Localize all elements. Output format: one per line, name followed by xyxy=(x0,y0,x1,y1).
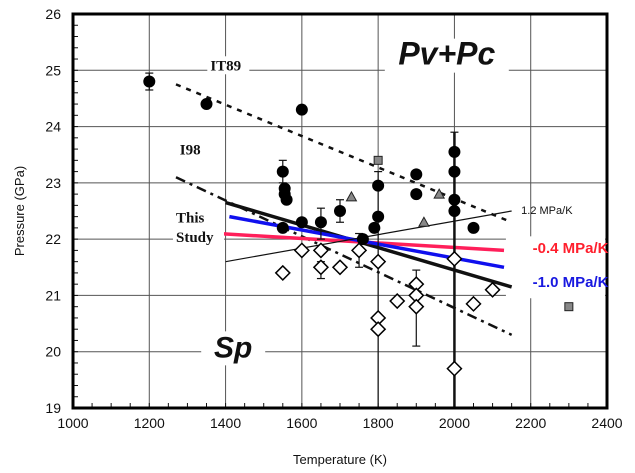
circle-point xyxy=(356,233,369,246)
annotation-label: Study xyxy=(176,230,214,246)
square-point xyxy=(564,302,574,312)
circle-point xyxy=(295,103,308,116)
legend-backdrop xyxy=(505,236,605,299)
x-tick-label: 1600 xyxy=(286,415,317,431)
circle-point xyxy=(314,216,327,229)
circle-point xyxy=(334,205,346,217)
y-tick-label: 24 xyxy=(45,119,61,135)
data-markers xyxy=(143,75,574,377)
diamond-point xyxy=(312,242,329,259)
region-label-backdrop xyxy=(384,38,509,73)
x-tick-label: 2000 xyxy=(439,415,470,431)
diamond-point xyxy=(370,253,387,270)
circle-point xyxy=(467,221,480,234)
diamond-point xyxy=(446,360,463,377)
annotation-backdrop xyxy=(176,140,210,159)
diamond-point xyxy=(446,250,463,267)
diamond-point xyxy=(484,281,501,298)
y-tick-label: 26 xyxy=(45,6,61,22)
x-tick-label: 1000 xyxy=(57,415,88,431)
circle-point xyxy=(410,168,423,181)
circle-point xyxy=(372,210,385,223)
y-tick-label: 25 xyxy=(45,62,61,78)
circle-point xyxy=(276,221,289,234)
annotation-backdrop xyxy=(207,56,250,75)
y-tick-label: 20 xyxy=(45,344,61,360)
region-label: Pv+Pc xyxy=(398,36,495,72)
y-tick-label: 22 xyxy=(45,231,61,247)
line-this-study-black- xyxy=(225,200,513,289)
plot-frame xyxy=(71,12,609,410)
circle-point xyxy=(200,98,213,111)
square-point xyxy=(373,155,383,165)
diamond-point xyxy=(465,295,482,312)
axes: 1000 1200 1400 1600 1800 2000 2200 2400 19 20 21 22… xyxy=(45,6,622,431)
annotation-label: I98 xyxy=(180,143,201,159)
circle-point xyxy=(448,145,461,158)
annotation-label: 1.2 MPa/K xyxy=(521,205,573,217)
line-1-2-mpa-k xyxy=(225,210,512,263)
annotation-label: -1.0 MPa/K xyxy=(533,274,609,291)
triangle-point xyxy=(345,190,358,202)
diamond-point xyxy=(389,292,406,310)
annotation-backdrop xyxy=(172,208,215,227)
diamond-point xyxy=(293,242,310,259)
triangle-point xyxy=(433,188,446,199)
diamond-point xyxy=(312,259,329,276)
x-tick-label: 1400 xyxy=(210,415,241,431)
x-axis-title: Temperature (K) xyxy=(293,452,387,467)
y-tick-label: 21 xyxy=(45,287,61,303)
circle-point xyxy=(276,165,289,178)
annotation-label: This xyxy=(176,210,205,226)
labels: Pv+Pc Sp IT89 I98 This Study 1.2 MPa/K -0.4 MPa… xyxy=(172,36,609,366)
region-label-backdrop xyxy=(201,331,266,366)
triangle-point xyxy=(418,216,430,227)
circle-point xyxy=(448,165,461,178)
circle-point xyxy=(143,75,156,88)
diamond-point xyxy=(331,259,349,276)
x-tick-label: 1800 xyxy=(363,415,394,431)
diamond-point xyxy=(408,298,425,315)
circle-point xyxy=(448,193,461,206)
annotation-label: IT89 xyxy=(210,58,241,74)
circle-point xyxy=(372,179,385,192)
annotation-label: -0.4 MPa/K xyxy=(533,240,609,257)
diamond-point xyxy=(370,321,387,338)
diamond-point xyxy=(351,242,368,259)
y-axis-title: Pressure (GPa) xyxy=(12,166,27,256)
annotation-backdrop xyxy=(172,227,224,246)
y-tick-label: 19 xyxy=(45,400,61,416)
circle-point xyxy=(295,216,308,229)
y-tick-label: 23 xyxy=(45,175,61,191)
x-tick-label: 2200 xyxy=(515,415,546,431)
x-tick-label: 1200 xyxy=(134,415,165,431)
circle-point xyxy=(368,221,381,234)
region-label: Sp xyxy=(214,331,252,364)
circle-point xyxy=(280,193,293,206)
diamond-point xyxy=(274,264,291,281)
circle-point xyxy=(448,205,461,217)
circle-point xyxy=(410,188,423,201)
x-tick-label: 2400 xyxy=(591,415,622,431)
